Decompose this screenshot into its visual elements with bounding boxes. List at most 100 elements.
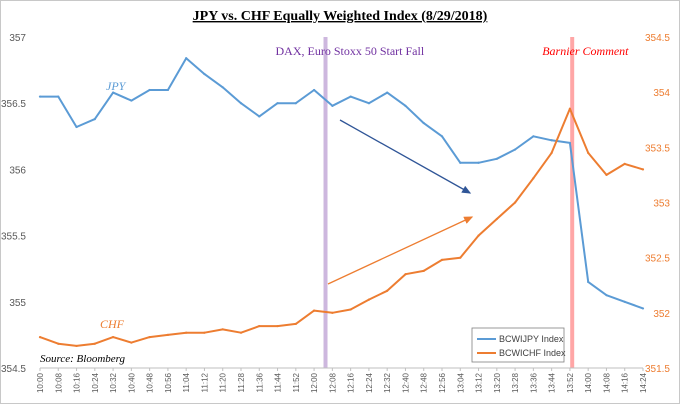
series-0-point-8 — [185, 57, 188, 60]
series-1-point-27 — [532, 177, 535, 180]
series-line-0 — [40, 57, 644, 310]
series-0-point-2 — [75, 125, 78, 129]
series-1-point-19 — [386, 289, 389, 292]
series-0-point-15 — [312, 88, 316, 92]
series-0-point-24 — [477, 161, 480, 164]
x-tick-label-30: 14:00 — [584, 372, 593, 393]
x-tick-label-28: 13:44 — [548, 372, 557, 393]
x-tick-label-14: 11:52 — [292, 372, 301, 392]
series-0-point-33 — [641, 307, 645, 310]
series-1-point-10 — [221, 328, 224, 331]
series-0-point-22 — [440, 135, 444, 138]
series-0-point-30 — [587, 280, 590, 284]
y-right-tick-1: 352 — [653, 309, 670, 320]
x-tick-label-22: 12:56 — [438, 372, 447, 393]
series-0-point-27 — [532, 135, 535, 138]
x-tick-label-13: 11:44 — [274, 372, 283, 392]
series-0-point-19 — [386, 91, 389, 94]
series-0-point-11 — [239, 102, 243, 105]
series-1-point-1 — [57, 342, 60, 345]
series-0-point-5 — [130, 99, 133, 102]
jpy-series-label: JPY — [106, 79, 127, 93]
x-tick-label-8: 11:04 — [182, 372, 191, 392]
series-0-point-29 — [568, 141, 572, 145]
series-1-point-20 — [404, 273, 407, 276]
x-tick-label-19: 12:32 — [383, 372, 392, 393]
x-tick-label-2: 10:16 — [73, 372, 82, 393]
series-1-point-14 — [294, 322, 297, 325]
series-0-point-12 — [258, 115, 261, 118]
series-0-point-6 — [148, 88, 151, 92]
annotation-label-0: DAX, Euro Stoxx 50 Start Fall — [276, 44, 425, 58]
series-1-point-9 — [203, 331, 206, 334]
x-tick-label-6: 10:48 — [146, 372, 155, 393]
series-1-point-0 — [38, 336, 42, 339]
x-tick-label-25: 13:20 — [493, 372, 502, 393]
y-left-tick-2: 355.5 — [1, 232, 26, 243]
annotation-band-0 — [323, 37, 328, 368]
y-right-tick-3: 353 — [653, 199, 670, 210]
series-0-point-4 — [111, 91, 115, 94]
series-0-point-16 — [331, 104, 334, 107]
annotation-label-1: Barnier Comment — [542, 44, 629, 58]
series-0-point-25 — [495, 157, 498, 160]
series-0-point-10 — [221, 86, 224, 89]
up-trend-arrow — [327, 216, 474, 285]
series-1-point-5 — [130, 341, 133, 344]
y-right-tick-6: 354.5 — [645, 33, 670, 44]
x-tick-label-1: 10:08 — [54, 372, 63, 393]
series-0-point-13 — [276, 102, 279, 105]
series-1-point-12 — [258, 324, 261, 328]
series-0-point-20 — [404, 104, 407, 107]
series-0-point-7 — [166, 88, 170, 92]
x-tick-label-18: 12:24 — [365, 372, 374, 393]
x-tick-label-17: 12:16 — [347, 372, 356, 393]
y-left-tick-4: 356.5 — [1, 99, 26, 110]
x-tick-label-26: 13:28 — [511, 372, 520, 393]
series-1-point-18 — [367, 298, 371, 301]
x-tick-label-29: 13:52 — [566, 372, 575, 393]
series-0-point-17 — [349, 95, 352, 98]
series-0-point-14 — [294, 102, 297, 105]
series-0-point-1 — [57, 95, 60, 98]
y-right-tick-5: 354 — [653, 88, 670, 99]
x-tick-label-12: 11:36 — [255, 372, 264, 392]
down-trend-arrow — [339, 119, 472, 194]
series-0-point-23 — [459, 161, 462, 164]
series-1-point-2 — [75, 344, 78, 348]
series-1-point-7 — [166, 333, 170, 336]
y-right-tick-0: 351.5 — [645, 364, 670, 375]
x-tick-label-20: 12:40 — [401, 372, 410, 393]
series-0-point-3 — [93, 117, 96, 121]
y-left-tick-0: 354.5 — [1, 364, 26, 375]
series-1-point-4 — [111, 336, 115, 339]
chf-series-label: CHF — [100, 317, 125, 331]
series-0-point-31 — [605, 294, 608, 297]
series-1-point-22 — [440, 258, 444, 261]
series-1-point-26 — [513, 201, 517, 204]
series-1-point-23 — [459, 256, 462, 259]
series-1-point-8 — [185, 331, 188, 334]
legend: BCWIJPY Index BCWICHF Index — [471, 327, 566, 363]
series-line-1 — [39, 107, 644, 347]
series-1-point-30 — [587, 151, 590, 154]
series-1-point-6 — [148, 336, 151, 339]
legend-entry-chf: BCWICHF Index — [499, 348, 566, 358]
series-1-point-15 — [312, 309, 316, 312]
series-0-point-32 — [623, 300, 626, 303]
y-right-tick-4: 353.5 — [645, 143, 670, 154]
series-1-point-25 — [495, 217, 498, 221]
series-1-point-16 — [331, 311, 334, 314]
x-tick-label-15: 12:00 — [310, 372, 319, 393]
x-tick-label-5: 10:40 — [127, 372, 136, 393]
x-tick-label-4: 10:32 — [109, 372, 118, 393]
x-tick-label-11: 11:28 — [237, 372, 246, 392]
series-0-point-21 — [422, 121, 425, 125]
series-1-point-32 — [623, 162, 626, 165]
x-tick-label-16: 12:08 — [328, 372, 337, 393]
y-left-tick-5: 357 — [9, 33, 26, 44]
series-1-point-13 — [276, 324, 279, 328]
x-tick-label-23: 13:04 — [456, 372, 465, 393]
series-1-point-29 — [568, 107, 572, 110]
